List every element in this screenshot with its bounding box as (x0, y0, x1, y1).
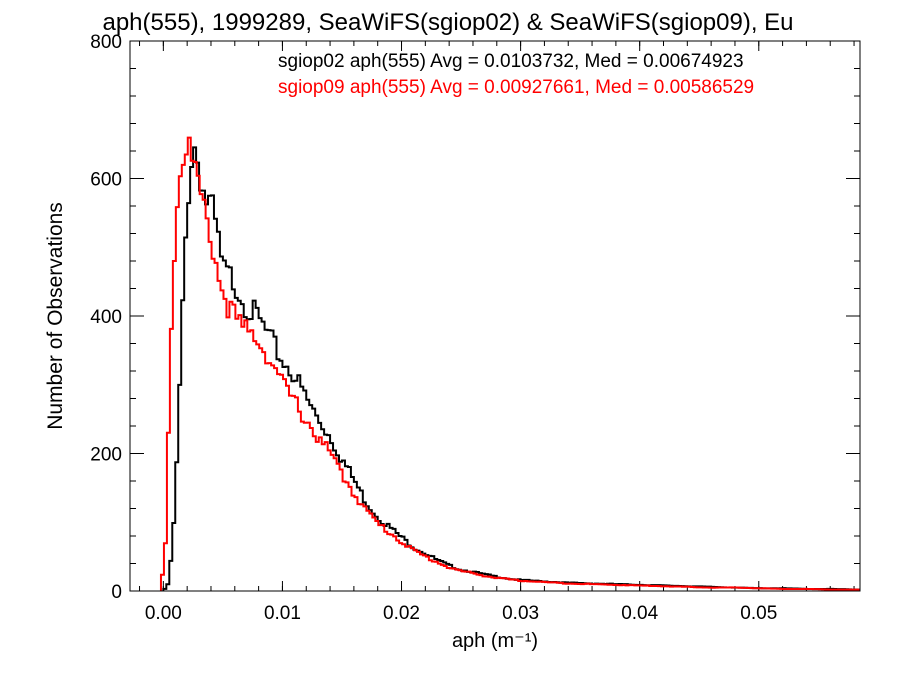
axis-ticks: 0.00 0.01 0.02 0.03 0.04 0.05 0 200 400 600 800 (90, 32, 860, 624)
y-tick-label: 0 (111, 582, 122, 603)
series-layer (159, 136, 860, 591)
chart-title: aph(555), 1999289, SeaWiFS(sgiop02) & Se… (102, 9, 793, 36)
y-tick-label: 600 (90, 170, 122, 191)
y-axis-label: Number of Observations (44, 202, 67, 430)
legend-entry-sgiop09: sgiop09 aph(555) Avg = 0.00927661, Med =… (278, 77, 754, 98)
x-tick-label: 0.00 (145, 603, 182, 624)
plot-frame (129, 40, 861, 592)
x-tick-label: 0.03 (502, 603, 539, 624)
x-tick-label: 0.05 (740, 603, 777, 624)
series-line-sgiop02 (162, 146, 860, 591)
y-tick-label: 200 (90, 445, 122, 466)
x-tick-label: 0.04 (621, 603, 658, 624)
x-axis-label: aph (m⁻¹) (452, 630, 538, 652)
y-tick-label: 400 (90, 307, 122, 328)
x-tick-label: 0.02 (383, 603, 420, 624)
y-tick-label: 800 (90, 32, 122, 53)
x-tick-label: 0.01 (264, 603, 301, 624)
series-line-sgiop09 (159, 136, 860, 591)
legend-entry-sgiop02: sgiop02 aph(555) Avg = 0.0103732, Med = … (278, 51, 744, 72)
